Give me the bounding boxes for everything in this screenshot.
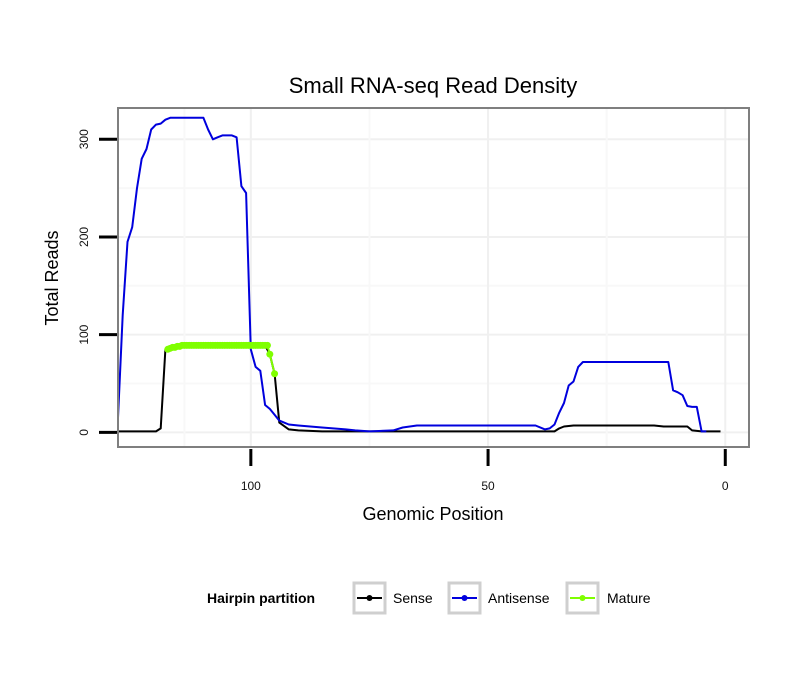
legend-key-dot-sense	[366, 595, 373, 601]
y-tick-label: 0	[77, 429, 91, 436]
x-tick-label: 50	[481, 479, 495, 493]
legend-title: Hairpin partition	[207, 590, 315, 606]
gridlines	[118, 108, 749, 447]
legend-key-dot-mature	[579, 595, 586, 601]
data-point-mature	[263, 341, 271, 349]
legend-item-antisense: Antisense	[447, 581, 550, 615]
x-tick-label: 100	[241, 479, 261, 493]
legend-item-mature: Mature	[565, 581, 651, 615]
legend-label-mature: Mature	[607, 590, 651, 606]
series-lines	[117, 116, 721, 433]
legend-label-antisense: Antisense	[488, 590, 550, 606]
x-tick-label: 0	[722, 479, 729, 493]
legend-key-dot-antisense	[461, 595, 468, 601]
y-tick-label: 100	[77, 324, 91, 344]
series-line-antisense	[117, 116, 707, 433]
x-axis-title: Genomic Position	[362, 504, 503, 524]
y-tick-label: 300	[77, 129, 91, 149]
data-point-mature	[271, 370, 279, 378]
plot-panel-border	[117, 107, 750, 448]
axis-ticks: 100 50 0 0 100 200 300	[77, 129, 729, 493]
data-point-mature	[266, 350, 274, 358]
y-axis-title: Total Reads	[42, 230, 62, 325]
y-tick-label: 200	[77, 227, 91, 247]
chart-title: Small RNA-seq Read Density	[289, 73, 578, 98]
series-line-sense	[118, 344, 721, 433]
legend-item-sense: Sense	[352, 581, 433, 615]
legend: Hairpin partition Sense Antisense Mature	[207, 581, 651, 615]
legend-label-sense: Sense	[393, 590, 433, 606]
